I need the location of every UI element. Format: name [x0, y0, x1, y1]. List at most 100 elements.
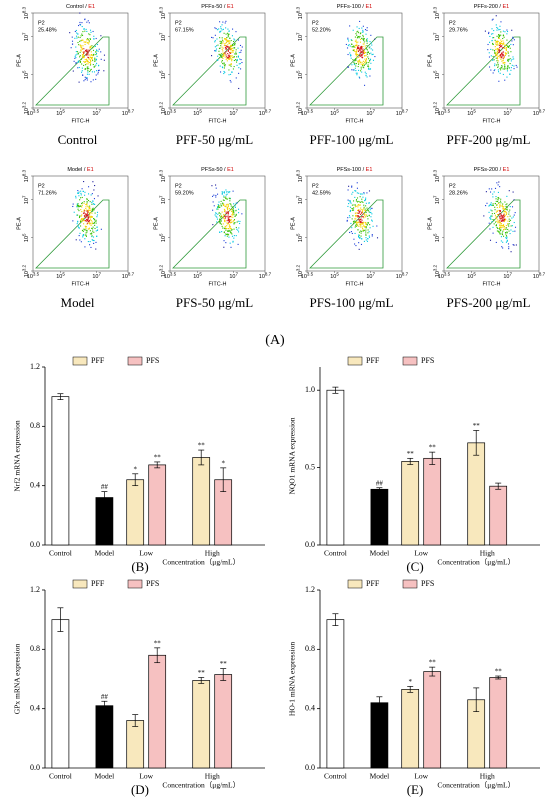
x-tick-label: 103.5: [301, 109, 314, 118]
event-dot: [75, 54, 77, 56]
event-dot: [85, 207, 87, 210]
event-dot: [354, 46, 356, 48]
event-dot: [86, 21, 88, 23]
caption: PFF-100 μg/mL: [310, 132, 394, 147]
tick-base: 10: [27, 274, 33, 280]
event-dot: [354, 218, 356, 220]
tick-exponent: 5: [433, 70, 438, 73]
event-dot: [84, 213, 86, 215]
event-dot: [219, 37, 221, 39]
event-dot: [374, 56, 376, 58]
event-dot: [232, 211, 234, 213]
event-dot: [356, 45, 358, 47]
event-dot: [237, 47, 239, 49]
event-dot: [74, 37, 76, 39]
tick-base: 10: [298, 35, 304, 41]
event-dot: [352, 208, 354, 210]
event-dot: [90, 215, 92, 217]
event-dot: [368, 211, 370, 213]
event-dot: [227, 223, 229, 225]
event-dot: [75, 239, 77, 241]
bar: [148, 654, 167, 769]
event-dot: [222, 227, 224, 229]
gate: [35, 36, 110, 106]
event-dot: [350, 55, 352, 57]
event-dot: [214, 46, 216, 48]
event-dot: [505, 49, 507, 52]
event-dot: [223, 70, 225, 73]
event-dot: [371, 44, 373, 46]
event-dot: [230, 228, 232, 230]
event-dot: [488, 56, 491, 58]
event-dot: [490, 202, 492, 204]
event-dot: [505, 53, 507, 55]
event-dot: [86, 58, 88, 60]
event-dot: [86, 67, 88, 69]
event-dot: [362, 230, 365, 232]
event-dot: [86, 42, 88, 44]
x-tick-label: Control: [49, 772, 72, 781]
event-dot: [360, 221, 362, 224]
event-dot: [363, 43, 365, 45]
event-dot: [94, 59, 96, 61]
event-dot: [230, 55, 232, 57]
y-tick-label: 0.0: [305, 540, 315, 549]
event-dot: [357, 215, 360, 217]
event-dot: [361, 216, 363, 218]
y-tick-label: 0.0: [305, 763, 315, 772]
event-dot: [219, 222, 221, 224]
event-dot: [230, 48, 233, 50]
tick-exponent: 3.5: [444, 272, 451, 277]
event-dot: [359, 237, 361, 239]
event-dot: [359, 20, 361, 22]
event-dot: [93, 203, 95, 205]
event-dot: [225, 54, 227, 56]
event-dot: [81, 71, 83, 73]
event-dot: [81, 34, 84, 36]
event-dot: [502, 208, 504, 210]
event-dot: [507, 60, 509, 62]
event-dot: [225, 48, 228, 50]
event-dot: [362, 37, 364, 40]
event-dot: [359, 193, 362, 195]
event-dot: [223, 232, 225, 234]
event-dot: [363, 206, 365, 208]
event-dot: [369, 212, 371, 214]
event-dot: [79, 221, 82, 223]
event-dot: [81, 33, 83, 35]
event-dot: [360, 222, 362, 225]
event-dot: [366, 207, 368, 209]
event-dot: [350, 43, 353, 45]
event-dot: [365, 73, 367, 75]
error-bar: [220, 467, 227, 492]
event-dot: [233, 211, 235, 214]
event-dot: [240, 51, 242, 53]
event-dot: [502, 57, 504, 59]
event-dot: [233, 38, 235, 40]
event-dot: [365, 222, 367, 224]
event-dot: [228, 220, 230, 222]
event-dot: [359, 77, 361, 79]
event-dot: [496, 210, 498, 212]
event-dot: [86, 204, 88, 206]
event-dot: [227, 219, 229, 221]
event-dot: [354, 60, 356, 62]
event-dot: [356, 49, 358, 51]
event-dot: [79, 199, 81, 201]
event-dot: [360, 207, 362, 209]
event-dot: [72, 70, 74, 72]
event-dot: [500, 52, 502, 54]
event-dot: [230, 47, 232, 49]
tick-base: 10: [298, 108, 304, 114]
tick-base: 10: [366, 111, 372, 117]
event-dot: [350, 57, 352, 59]
event-dot: [226, 203, 228, 205]
event-dot: [496, 49, 498, 51]
event-dot: [91, 239, 93, 241]
event-dot: [498, 181, 500, 183]
event-dot: [363, 41, 365, 43]
tick-base: 10: [122, 274, 128, 280]
event-dot: [371, 207, 373, 210]
event-dot: [238, 212, 240, 214]
